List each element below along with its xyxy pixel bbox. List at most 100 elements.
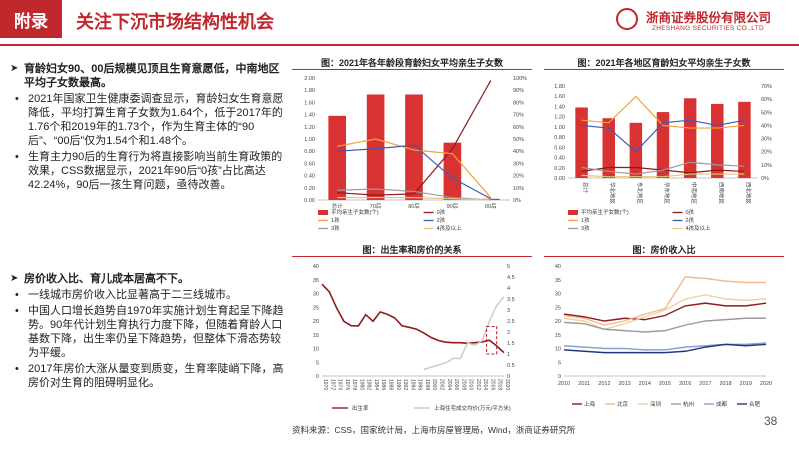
left-text-panel-2: ➤ 房价收入比、育儿成本居高不下。 • 一线城市房价收入比显著高于二三线城市。 • 中… — [10, 272, 286, 390]
y-tick-right: 100% — [513, 76, 527, 82]
series-line — [563, 302, 767, 322]
section1-item-text: 2021年国家卫生健康委调查显示，育龄妇女生育意愿降低，平均打算生育子女数为1.… — [28, 93, 284, 147]
chart-birthrate-houseprice: 0 5 10 15 20 25 30 35 40 0 0.5 1 1.5 2 2.5 3 3.5 4 4.5 5 197… — [313, 264, 515, 412]
series-line — [581, 173, 745, 178]
y-tick-right: 2 — [507, 330, 510, 336]
series-line — [563, 343, 767, 354]
y-tick-left: 1.60 — [554, 94, 565, 100]
y-tick-left: 0.00 — [554, 176, 565, 182]
bar — [711, 103, 724, 178]
y-tick-right: 80% — [513, 100, 524, 106]
chart3-rule — [292, 256, 532, 257]
legend-label: 平均亲生子女数(个) — [581, 208, 629, 216]
series-line — [321, 283, 505, 354]
chart1-rule — [292, 69, 532, 70]
y-tick-left: 0.00 — [304, 198, 315, 204]
x-tick-label: 00后 — [485, 202, 497, 210]
x-tick-label: 2010 — [468, 379, 474, 390]
series-line — [581, 119, 745, 153]
y-tick-left: 0.60 — [554, 145, 565, 151]
x-tick-label: 1988 — [388, 379, 394, 390]
x-tick-label: 2012 — [598, 381, 610, 387]
y-tick-right: 0.5 — [507, 363, 515, 369]
x-tick-label: 1980 — [358, 379, 364, 390]
legend-label: 2孩 — [437, 216, 446, 224]
list-item: • 2017年房价大涨从量变到质变，生育率陡峭下降，高房价对生育的阻碍明显化。 — [15, 363, 284, 389]
x-tick-label: 70后 — [370, 202, 382, 210]
x-tick-label: 2004 — [446, 379, 452, 390]
y-tick: 15 — [555, 333, 561, 339]
y-tick-right: 40% — [513, 149, 524, 155]
chart2-rule — [544, 69, 784, 70]
legend-label: 0孩 — [437, 208, 446, 216]
legend-label: 3孩 — [581, 224, 590, 232]
legend-label: 2孩 — [686, 216, 695, 224]
y-tick-right: 0 — [507, 374, 510, 380]
section2-item-text: 中国人口增长趋势自1970年实施计划生育起呈下降趋势。90年代计划生育执行力度下… — [28, 305, 284, 359]
source-note: 资料来源：CSS，国家统计局，上海市房屋管理局，Wind，浙商证券研究所 — [292, 425, 576, 435]
y-tick-left: 40 — [313, 264, 319, 270]
bar — [602, 118, 615, 178]
series-line — [563, 294, 767, 330]
legend-label: 成都 — [716, 400, 728, 408]
legend-label: 4孩及以上 — [686, 224, 712, 232]
y-tick-left: 1.00 — [304, 137, 315, 143]
section2-item-text: 一线城市房价收入比显著高于二三线城市。 — [28, 289, 237, 301]
legend-label: 1孩 — [331, 216, 340, 224]
section2-item-text: 2017年房价大涨从量变到质变，生育率陡峭下降，高房价对生育的阻碍明显化。 — [28, 363, 284, 389]
legend-label: 3孩 — [331, 224, 340, 232]
x-tick-label: 2011 — [578, 381, 590, 387]
series-line — [581, 161, 745, 175]
x-tick-label: 2018 — [719, 381, 731, 387]
legend-label: 上海住宅成交均价(万元/平方米) — [434, 404, 511, 412]
y-tick-left: 0.40 — [554, 156, 565, 162]
y-tick-right: 70% — [513, 113, 524, 119]
logo-ring-icon — [616, 8, 638, 30]
x-tick-label: 2008 — [460, 379, 466, 390]
legend-label: 1孩 — [581, 216, 590, 224]
legend-label: 4孩及以上 — [437, 224, 463, 232]
legend-label: 深圳 — [650, 400, 662, 408]
section1-item-text: 生育主力90后的生育行为将直接影响当前生育政策的效果，CSS数据显示，2021年… — [28, 151, 283, 191]
x-tick-label: 2014 — [482, 379, 488, 390]
section2-heading: ➤ 房价收入比、育儿成本居高不下。 — [10, 272, 286, 286]
x-tick-label: 2016 — [679, 381, 691, 387]
bar — [328, 115, 347, 200]
y-tick-right: 1.5 — [507, 341, 515, 347]
legend-label: 北京 — [617, 400, 629, 408]
y-tick-right: 4 — [507, 286, 510, 292]
series-line — [337, 80, 492, 196]
x-tick-label: 2020 — [504, 379, 510, 390]
y-tick-right: 3.5 — [507, 297, 515, 303]
y-tick: 0 — [558, 374, 561, 380]
logo-cn: 浙商证券股份有限公司 — [646, 11, 772, 25]
section1-heading-text: 育龄妇女90、00后规模见顶且生育意愿低，中南地区平均子女数最高。 — [24, 63, 280, 89]
chart2-title: 图：2021年各地区育龄妇女平均亲生子女数 — [577, 58, 751, 68]
y-tick-right: 30% — [761, 137, 772, 143]
series-line — [563, 317, 766, 333]
y-tick-right: 3 — [507, 308, 510, 314]
y-tick: 25 — [555, 305, 561, 311]
y-tick-left: 1.40 — [554, 104, 565, 110]
legend-swatch — [318, 210, 328, 215]
y-tick-left: 35 — [313, 278, 319, 284]
logo-en: ZHESHANG SECURITIES CO.,LTD — [652, 25, 764, 32]
x-tick-label: 2002 — [438, 379, 444, 390]
x-tick-label: 华东地区 — [663, 182, 671, 205]
y-tick-right: 1 — [507, 352, 510, 358]
section2-heading-text: 房价收入比、育儿成本居高不下。 — [24, 273, 189, 285]
bar — [683, 98, 697, 178]
y-tick: 5 — [558, 360, 561, 366]
y-tick-right: 20% — [513, 174, 524, 180]
y-tick-left: 2.00 — [304, 76, 315, 82]
chart-regions: 0.00 0.20 0.40 0.60 0.80 1.00 1.20 1.40 1.60 1.80… — [554, 84, 772, 232]
x-tick-label: 西北地区 — [744, 182, 752, 205]
x-tick-label: 中南地区 — [690, 182, 698, 205]
x-tick-label: 1970 — [322, 379, 328, 390]
y-tick-right: 2.5 — [507, 319, 515, 325]
chart-price-income-ratio: 0 5 10 15 20 25 30 35 40 2010 2011 2012 2013 2014 2015… — [555, 264, 772, 408]
y-tick-left: 1.00 — [554, 125, 565, 131]
x-tick-label: 2000 — [431, 379, 437, 390]
y-tick-left: 1.60 — [304, 100, 315, 106]
y-tick-left: 25 — [313, 305, 319, 311]
